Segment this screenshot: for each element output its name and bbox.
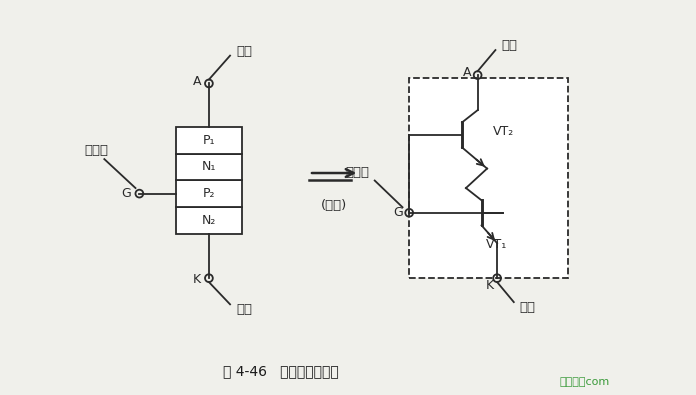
Bar [409,78,568,278]
Text: P₂: P₂ [203,187,215,200]
Text: 阳极: 阳极 [237,45,253,58]
Text: VT₂: VT₂ [493,125,514,138]
Bar [175,207,242,234]
Text: A: A [462,66,471,79]
Text: 阴极: 阴极 [237,303,253,316]
Text: 控制极: 控制极 [84,144,109,157]
Text: N₂: N₂ [202,214,216,227]
Text: K: K [193,273,201,286]
Bar [175,127,242,154]
Text: 阳极: 阳极 [501,39,517,52]
Text: A: A [193,75,201,88]
Text: 阴极: 阴极 [519,301,535,314]
Bar [175,154,242,180]
Text: (等效): (等效) [321,199,347,213]
Text: 图 4-46   单向晶阀管原理: 图 4-46 单向晶阀管原理 [223,364,339,378]
Text: N₁: N₁ [202,160,216,173]
Bar [175,180,242,207]
Text: G: G [393,206,402,219]
Text: VT₁: VT₁ [486,238,507,251]
Text: 接线图．com: 接线图．com [559,377,610,387]
Text: P₁: P₁ [203,134,215,147]
Text: K: K [487,279,494,292]
Text: 控制极: 控制极 [345,166,369,179]
Text: G: G [121,187,131,200]
